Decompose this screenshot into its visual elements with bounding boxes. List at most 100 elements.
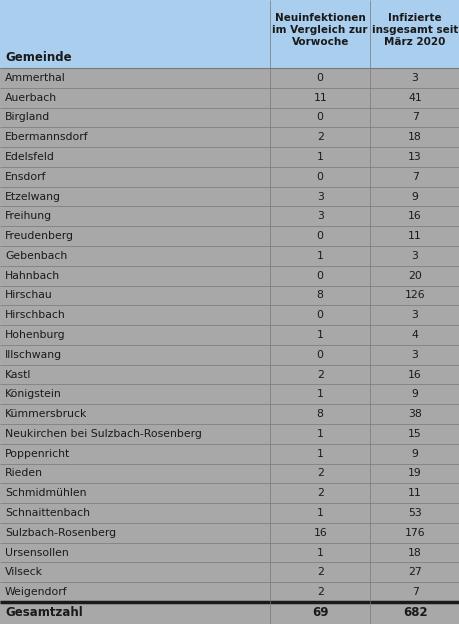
Text: 7: 7 [411,172,418,182]
Text: 16: 16 [408,369,421,379]
Text: Gesamtzahl: Gesamtzahl [5,607,83,620]
Text: Neuinfektionen
im Vergleich zur
Vorwoche: Neuinfektionen im Vergleich zur Vorwoche [272,12,367,47]
Text: 0: 0 [316,310,323,320]
Text: 11: 11 [313,93,326,103]
Text: 11: 11 [408,488,421,498]
Text: 176: 176 [404,528,425,538]
Text: 3: 3 [316,212,323,222]
Text: 16: 16 [408,212,421,222]
Text: 20: 20 [407,271,421,281]
Bar [0,68,459,88]
Text: 9: 9 [411,389,418,399]
Text: Sulzbach-Rosenberg: Sulzbach-Rosenberg [5,528,116,538]
Text: Etzelwang: Etzelwang [5,192,61,202]
Text: Schnaittenbach: Schnaittenbach [5,508,90,518]
Bar [0,503,459,523]
Text: 2: 2 [316,587,323,597]
Text: 53: 53 [408,508,421,518]
Text: Königstein: Königstein [5,389,62,399]
Bar [0,207,459,227]
Text: 1: 1 [316,508,323,518]
Text: Hirschbach: Hirschbach [5,310,66,320]
Text: Edelsfeld: Edelsfeld [5,152,55,162]
Bar [0,167,459,187]
Bar [0,246,459,266]
Bar [0,305,459,325]
Bar [0,227,459,246]
Text: Freihung: Freihung [5,212,52,222]
Text: Gebenbach: Gebenbach [5,251,67,261]
Text: 0: 0 [316,73,323,83]
Text: Gemeinde: Gemeinde [5,51,72,64]
Text: Schmidmühlen: Schmidmühlen [5,488,86,498]
Text: 682: 682 [402,607,426,620]
Bar [0,582,459,602]
Text: 15: 15 [408,429,421,439]
Text: 18: 18 [408,547,421,558]
Text: Vilseck: Vilseck [5,567,43,577]
Text: 11: 11 [408,231,421,241]
Text: Hirschau: Hirschau [5,290,53,300]
Text: 2: 2 [316,132,323,142]
Text: 69: 69 [311,607,328,620]
Text: 4: 4 [411,330,418,340]
Bar [0,384,459,404]
Text: 3: 3 [411,350,418,360]
Bar [0,286,459,305]
Text: 1: 1 [316,547,323,558]
Text: 2: 2 [316,369,323,379]
Text: Freudenberg: Freudenberg [5,231,74,241]
Text: 9: 9 [411,192,418,202]
Bar [0,147,459,167]
Bar [0,0,459,68]
Text: 1: 1 [316,152,323,162]
Text: 1: 1 [316,251,323,261]
Text: Hahnbach: Hahnbach [5,271,60,281]
Text: 41: 41 [408,93,421,103]
Text: 2: 2 [316,567,323,577]
Text: Auerbach: Auerbach [5,93,57,103]
Bar [0,266,459,286]
Bar [0,602,459,624]
Bar [0,464,459,484]
Text: Rieden: Rieden [5,469,43,479]
Text: Ursensollen: Ursensollen [5,547,68,558]
Text: Kümmersbruck: Kümmersbruck [5,409,87,419]
Text: Ammerthal: Ammerthal [5,73,66,83]
Text: 0: 0 [316,112,323,122]
Text: 13: 13 [408,152,421,162]
Text: 3: 3 [316,192,323,202]
Text: Weigendorf: Weigendorf [5,587,67,597]
Bar [0,543,459,562]
Bar [0,187,459,207]
Bar [0,88,459,107]
Text: Kastl: Kastl [5,369,31,379]
Text: 0: 0 [316,172,323,182]
Text: 8: 8 [316,290,323,300]
Text: 18: 18 [408,132,421,142]
Text: 16: 16 [313,528,326,538]
Text: 0: 0 [316,350,323,360]
Text: 7: 7 [411,112,418,122]
Text: 9: 9 [411,449,418,459]
Bar [0,523,459,543]
Bar [0,404,459,424]
Text: 8: 8 [316,409,323,419]
Bar [0,364,459,384]
Bar [0,484,459,503]
Text: Ebermannsdorf: Ebermannsdorf [5,132,89,142]
Text: 38: 38 [408,409,421,419]
Bar [0,424,459,444]
Text: 0: 0 [316,271,323,281]
Text: 0: 0 [316,231,323,241]
Text: 3: 3 [411,251,418,261]
Text: Illschwang: Illschwang [5,350,62,360]
Text: 3: 3 [411,310,418,320]
Text: 126: 126 [404,290,425,300]
Bar [0,345,459,364]
Bar [0,107,459,127]
Text: 2: 2 [316,469,323,479]
Text: Hohenburg: Hohenburg [5,330,66,340]
Bar [0,444,459,464]
Text: 3: 3 [411,73,418,83]
